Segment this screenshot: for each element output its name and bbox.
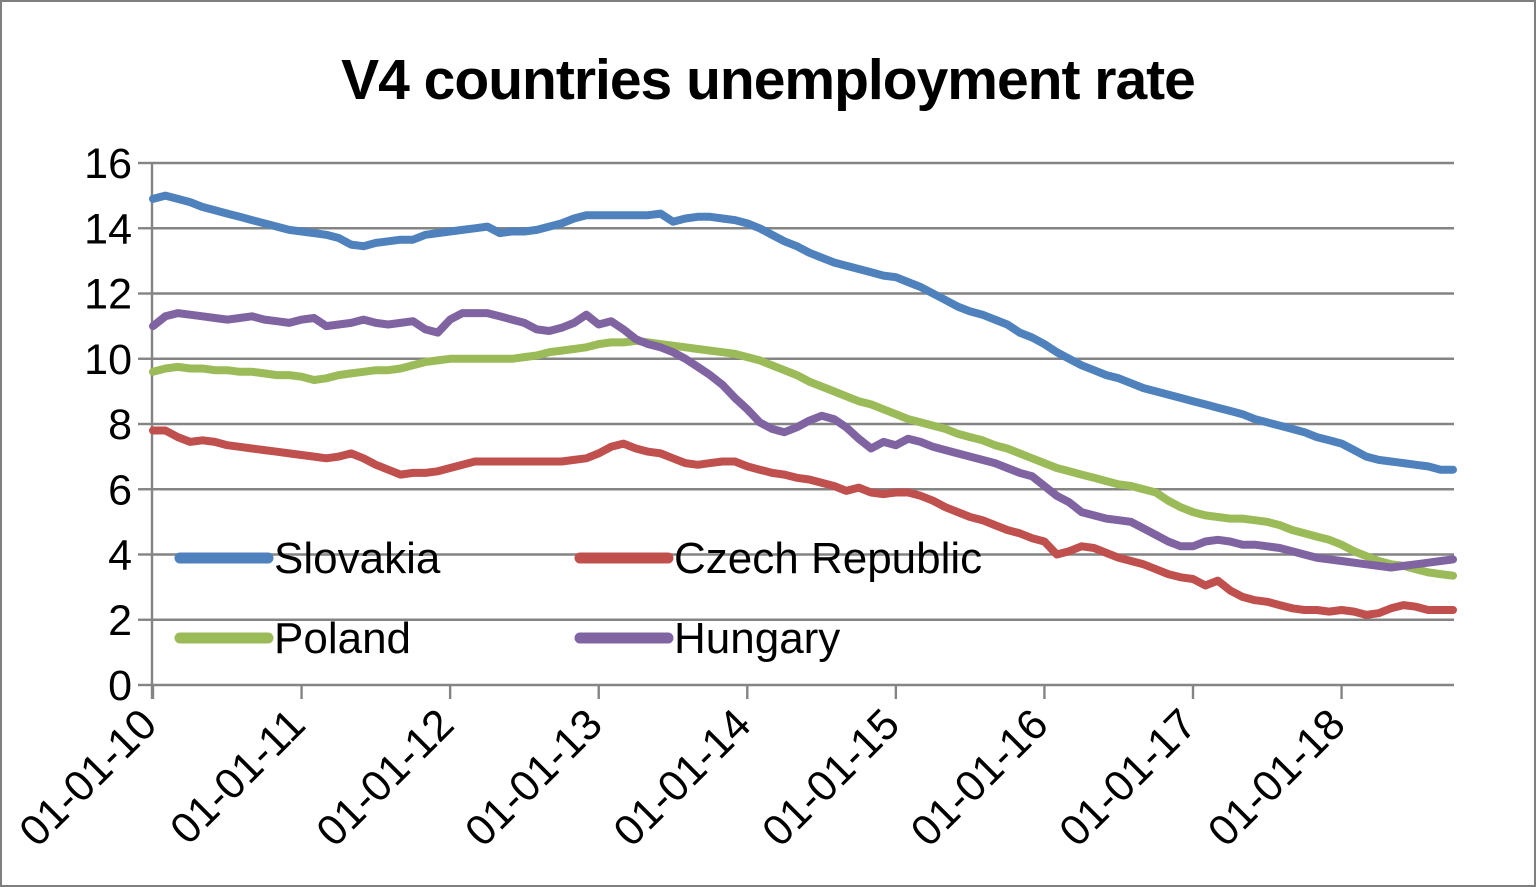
legend-label-czech-republic: Czech Republic (674, 534, 982, 583)
series-line-czech-republic (149, 426, 1457, 619)
x-axis-label-1: 01-01-11 (161, 700, 314, 853)
y-axis-label-0: 0 (108, 662, 132, 710)
axes-layer (138, 161, 1343, 699)
series-line-poland (149, 336, 1457, 580)
y-axis-label-10: 10 (84, 336, 132, 384)
x-axis-labels-layer: 01-01-1001-01-1101-01-1201-01-1301-01-14… (10, 700, 1354, 856)
x-axis-label-4: 01-01-14 (605, 700, 761, 856)
legend: Slovakia Czech Republic Poland Hungary (174, 534, 982, 663)
y-axis-label-12: 12 (84, 271, 132, 319)
x-axis-label-5: 01-01-15 (753, 700, 909, 856)
legend-label-hungary: Hungary (674, 614, 840, 663)
y-axis-label-2: 2 (108, 597, 132, 645)
x-axis-label-3: 01-01-13 (456, 700, 612, 856)
series-line-hungary (149, 309, 1457, 572)
y-axis-label-8: 8 (108, 401, 132, 449)
x-axis-label-0: 01-01-10 (10, 700, 166, 856)
x-axis-label-8: 01-01-18 (1199, 700, 1355, 856)
y-axis-label-14: 14 (84, 205, 132, 253)
x-axis-label-2: 01-01-12 (308, 700, 464, 856)
y-axis-label-4: 4 (108, 532, 132, 580)
series-line-slovakia (149, 191, 1457, 474)
x-axis-label-6: 01-01-16 (902, 700, 1058, 856)
x-axis-label-7: 01-01-17 (1050, 700, 1206, 856)
y-axis-label-16: 16 (84, 140, 132, 188)
y-axis-labels-layer: 0 2 4 6 8 10 12 14 16 (84, 140, 132, 710)
legend-label-poland: Poland (274, 614, 411, 663)
series-lines-layer (149, 191, 1457, 619)
legend-label-slovakia: Slovakia (274, 534, 441, 583)
y-axis-label-6: 6 (108, 466, 132, 514)
chart-title: V4 countries unemployment rate (341, 48, 1195, 112)
